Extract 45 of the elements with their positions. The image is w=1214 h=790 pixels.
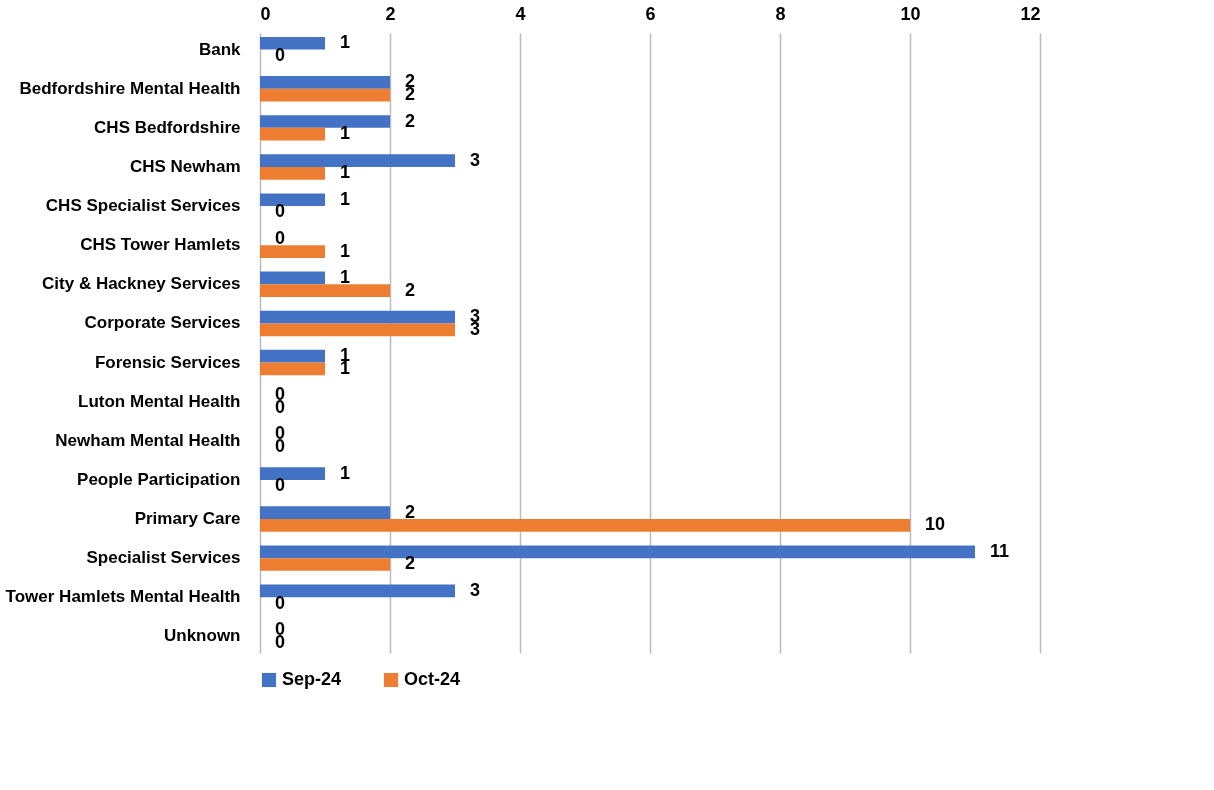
y-tick-label: Luton Mental Health <box>78 391 241 411</box>
y-tick-label: Bedfordshire Mental Health <box>19 78 241 98</box>
data-label: 10 <box>925 514 946 535</box>
data-label: 3 <box>470 579 481 600</box>
y-tick-label: City & Hackney Services <box>42 274 241 294</box>
data-label: 11 <box>990 540 1010 561</box>
x-tick-label: 0 <box>260 3 271 24</box>
y-tick-label: Primary Care <box>134 509 241 529</box>
x-tick-label: 12 <box>1020 3 1041 24</box>
legend-label: Sep-24 <box>282 669 342 689</box>
y-tick-label: Unknown <box>164 626 241 646</box>
y-tick-label: People Participation <box>77 469 241 489</box>
data-label: 0 <box>275 201 286 222</box>
data-label: 1 <box>340 266 351 287</box>
y-tick-label: Tower Hamlets Mental Health <box>5 587 241 607</box>
data-label: 2 <box>405 110 416 131</box>
data-label: 1 <box>340 32 351 53</box>
data-label: 2 <box>405 553 416 574</box>
y-tick-label: Bank <box>198 39 242 59</box>
y-tick-label: CHS Tower Hamlets <box>80 235 241 255</box>
x-tick-label: 2 <box>385 3 396 24</box>
y-tick-label: Corporate Services <box>84 313 241 333</box>
y-tick-label: Specialist Services <box>86 548 241 568</box>
y-tick-label: CHS Bedfordshire <box>94 117 241 137</box>
y-tick-label: Newham Mental Health <box>55 430 241 450</box>
data-label: 0 <box>275 475 286 496</box>
y-tick-label: CHS Newham <box>129 156 241 176</box>
y-tick-label: Forensic Services <box>94 352 241 372</box>
data-label: 1 <box>340 240 351 261</box>
data-label: 2 <box>405 279 416 300</box>
x-tick-label: 6 <box>645 3 656 24</box>
x-tick-label: 8 <box>775 3 786 24</box>
data-label: 1 <box>340 188 351 209</box>
data-label: 1 <box>340 462 351 483</box>
data-label: 1 <box>340 123 351 144</box>
data-label: 0 <box>275 44 286 65</box>
y-tick-label: CHS Specialist Services <box>45 196 241 216</box>
data-label: 2 <box>405 501 416 522</box>
data-label: 1 <box>340 162 351 183</box>
data-label: 0 <box>275 592 286 613</box>
data-label: 3 <box>470 149 481 170</box>
legend-label: Oct-24 <box>404 669 461 689</box>
data-label: 0 <box>275 227 286 248</box>
x-tick-label: 4 <box>515 3 526 24</box>
x-tick-label: 10 <box>900 3 921 24</box>
